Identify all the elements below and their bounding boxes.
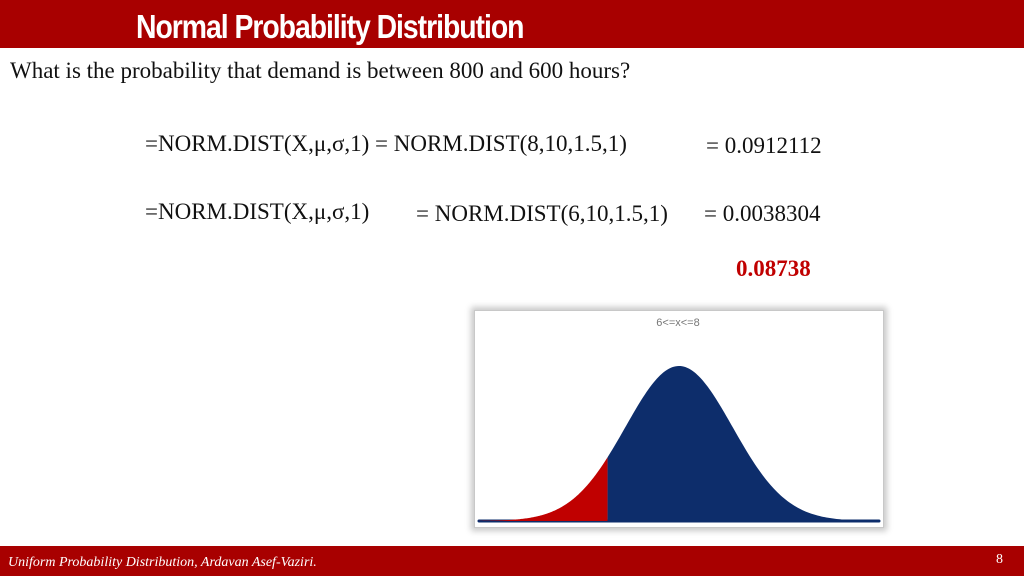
curve-upper-area [607, 366, 879, 521]
footer-bar: Uniform Probability Distribution, Ardava… [0, 546, 1024, 576]
title-bar: Normal Probability Distribution [0, 0, 1024, 48]
evaluated-line-2: = NORM.DIST(6,10,1.5,1) [416, 201, 668, 226]
result-line-2: = 0.0038304 [704, 201, 821, 226]
formula-line-2: =NORM.DIST(X,μ,σ,1) [145, 199, 370, 224]
normal-curve-chart: 6<=x<=8 [474, 310, 884, 528]
page-number: 8 [996, 552, 1003, 567]
question-text: What is the probability that demand is b… [10, 58, 631, 83]
formula-line-1: =NORM.DIST(X,μ,σ,1) = NORM.DIST(8,10,1.5… [145, 131, 627, 156]
slide-title: Normal Probability Distribution [136, 8, 524, 45]
curve-left-tail-area [479, 457, 608, 521]
chart-title: 6<=x<=8 [656, 317, 699, 329]
footer-text: Uniform Probability Distribution, Ardava… [8, 555, 317, 570]
normal-curve-svg: 6<=x<=8 [477, 317, 881, 523]
result-line-1: = 0.0912112 [706, 133, 822, 158]
probability-difference: 0.08738 [736, 256, 811, 281]
